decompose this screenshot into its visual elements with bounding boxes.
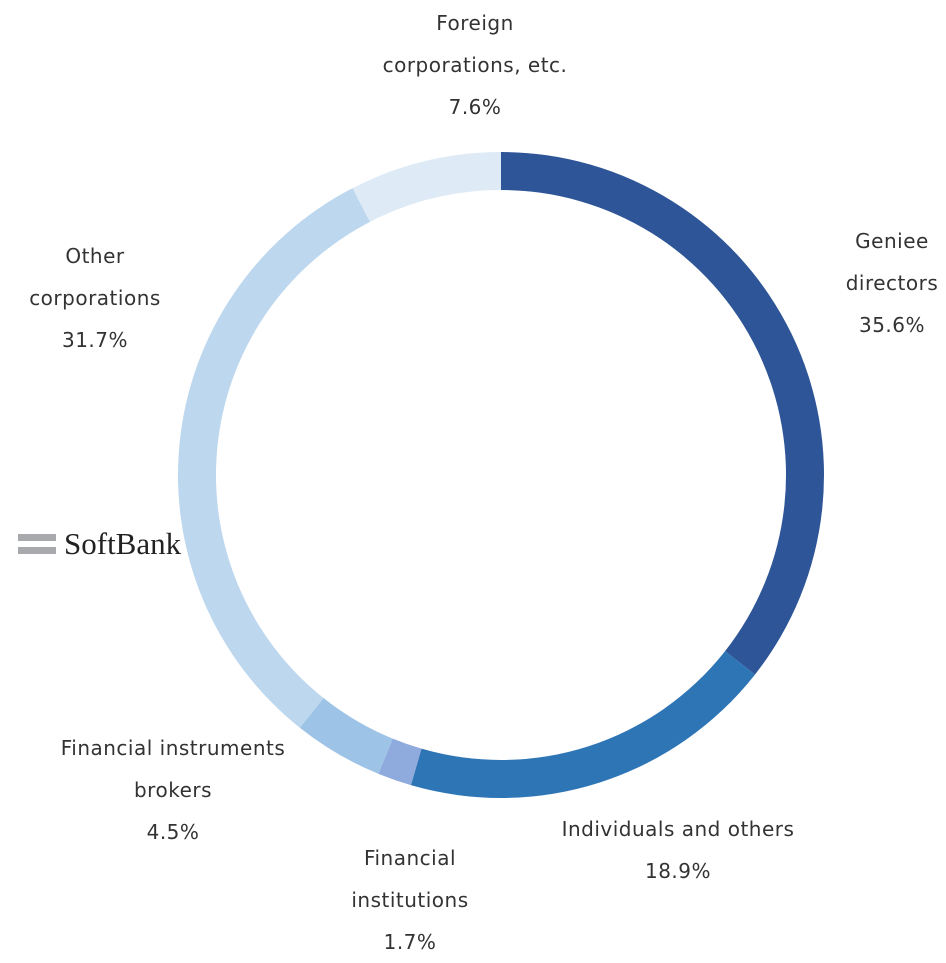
segment-label: Financial instruments brokers 4.5%	[38, 727, 308, 853]
logo-mark	[18, 534, 56, 554]
segment-label: Financial institutions 1.7%	[335, 837, 485, 963]
logo: SoftBank	[18, 526, 181, 562]
donut-segment	[178, 188, 371, 728]
logo-text: SoftBank	[64, 526, 182, 561]
segment-label: Individuals and others 18.9%	[538, 808, 818, 892]
donut-segment	[378, 738, 422, 786]
segment-label: Other corporations 31.7%	[15, 235, 175, 361]
segment-label: Geniee directors 35.6%	[837, 220, 946, 346]
donut-segment	[352, 152, 501, 222]
segment-label: Foreign corporations, etc. 7.6%	[375, 2, 575, 128]
value-label: 4.5%	[146, 820, 200, 844]
value-label: 7.6%	[448, 95, 502, 119]
category-label: Financial instruments brokers	[60, 736, 286, 802]
donut-segment	[299, 697, 393, 774]
category-label: Geniee directors	[845, 229, 939, 295]
value-label: 1.7%	[383, 930, 437, 954]
value-label: 31.7%	[61, 328, 129, 352]
category-label: Foreign corporations, etc.	[382, 11, 568, 77]
category-label: Individuals and others	[561, 817, 795, 841]
category-label: Financial institutions	[351, 846, 469, 912]
value-label: 35.6%	[858, 313, 926, 337]
value-label: 18.9%	[644, 859, 712, 883]
donut-segment	[410, 651, 755, 799]
category-label: Other corporations	[29, 244, 161, 310]
donut-segment	[501, 152, 824, 675]
